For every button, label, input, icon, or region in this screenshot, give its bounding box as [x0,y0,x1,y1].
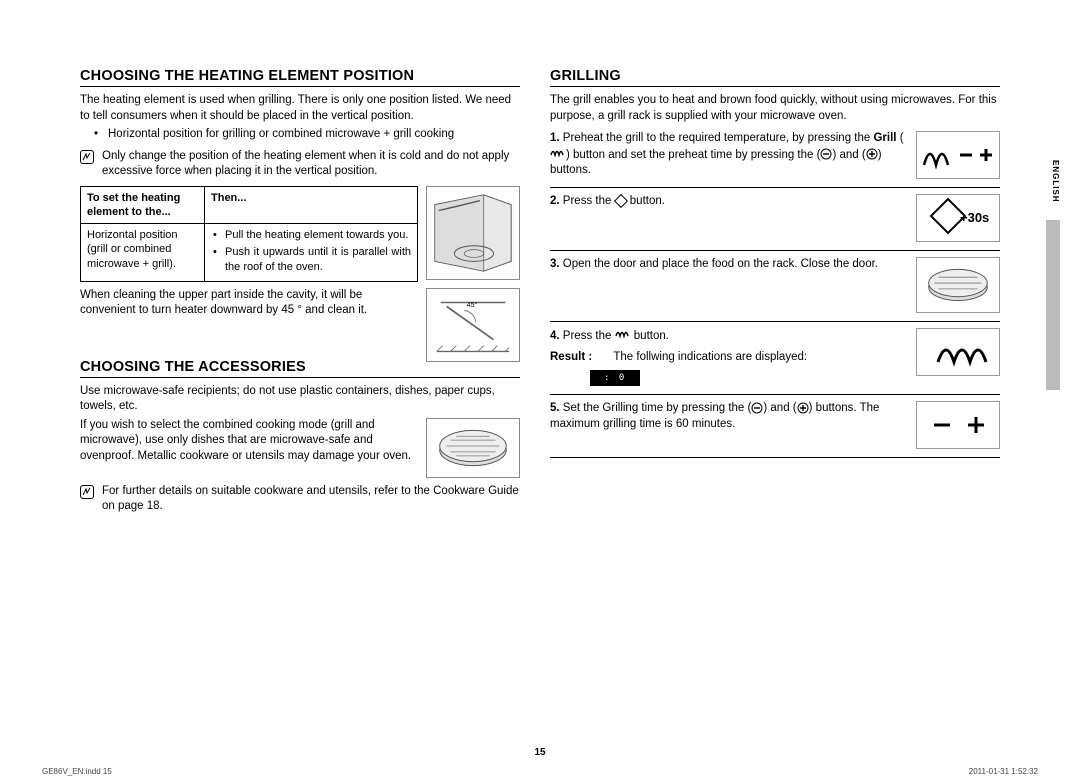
minus-icon [751,402,763,414]
step-1-text: 1. Preheat the grill to the required tem… [550,131,906,179]
table-header-row: To set the heating element to the... The… [81,187,417,225]
start-diamond-icon [614,194,628,208]
grilling-intro: The grill enables you to heat and brown … [550,93,1000,124]
footer-timestamp: 2011-01-31 1:52:32 [969,767,1038,776]
plus-icon [797,402,809,414]
heading-heating-element: CHOOSING THE HEATING ELEMENT POSITION [80,68,520,87]
step-2: 2. Press the button. +30s [550,187,1000,250]
grill-rack-illustration [426,418,520,478]
page-number: 15 [0,747,1080,758]
heating-table: To set the heating element to the... The… [80,186,418,282]
note-heating: Only change the position of the heating … [80,149,520,180]
result-text: The follwing indications are displayed: [613,351,807,363]
table-cell-position: Horizontal position (grill or combined m… [81,224,205,281]
step-4-text: 4. Press the button. Result : The follwi… [550,328,906,386]
step-5-text: 5. Set the Grilling time by pressing the… [550,401,906,449]
table-header-2: Then... [205,187,417,224]
side-tab-bar [1046,220,1060,390]
table-header-1: To set the heating element to the... [81,187,205,224]
angle-45-label: 45° [467,302,478,309]
table-cell-then: Pull the heating element towards you. Pu… [205,224,417,281]
right-column: GRILLING The grill enables you to heat a… [550,68,1000,728]
step-4-illustration [916,328,1000,376]
heading-accessories: CHOOSING THE ACCESSORIES [80,359,520,378]
note-icon [80,150,94,164]
position-bullet: Horizontal position for grilling or comb… [108,127,520,143]
step-2-text: 2. Press the button. [550,194,906,242]
section-heating-element: CHOOSING THE HEATING ELEMENT POSITION Th… [80,68,520,319]
left-column: CHOOSING THE HEATING ELEMENT POSITION Th… [80,68,520,728]
note-accessories: For further details on suitable cookware… [80,484,520,515]
then-bullet-1: Pull the heating element towards you. [225,228,411,243]
result-label: Result : [550,351,592,363]
then-bullet-2: Push it upwards until it is parallel wit… [225,245,411,275]
heater-45deg-illustration: 45° [426,288,520,362]
bottom-rule [550,457,1000,458]
step-3-text: 3. Open the door and place the food on t… [550,257,906,313]
step-3: 3. Open the door and place the food on t… [550,250,1000,321]
cleaning-text: When cleaning the upper part inside the … [80,288,418,319]
step-1-illustration [916,131,1000,179]
step-1: 1. Preheat the grill to the required tem… [550,127,1000,187]
note-icon [80,485,94,499]
grill-wave-icon [615,328,631,344]
grill-wave-icon [550,147,566,163]
step-4: 4. Press the button. Result : The follwi… [550,321,1000,394]
position-list: Horizontal position for grilling or comb… [80,127,520,143]
intro-text: The heating element is used when grillin… [80,93,520,124]
minus-icon [820,148,832,160]
step-5: 5. Set the Grilling time by pressing the… [550,394,1000,457]
step-5-illustration [916,401,1000,449]
display-readout: : 0 [590,370,640,386]
section-accessories: CHOOSING THE ACCESSORIES Use microwave-s… [80,359,520,515]
svg-text:+30s: +30s [960,210,989,225]
accessories-p1: Use microwave-safe recipients; do not us… [80,384,520,415]
table-row: Horizontal position (grill or combined m… [81,224,417,281]
table-wrap: To set the heating element to the... The… [80,186,520,319]
heading-grilling: GRILLING [550,68,1000,87]
step-2-illustration: +30s [916,194,1000,242]
footer-filename: GE86V_EN.indd 15 [42,767,112,776]
step-3-illustration [916,257,1000,313]
manual-page: CHOOSING THE HEATING ELEMENT POSITION Th… [80,68,1000,728]
language-tab: ENGLISH [1051,160,1060,203]
accessories-block: If you wish to select the combined cooki… [80,418,520,478]
plus-icon [866,148,878,160]
oven-cavity-illustration [426,186,520,280]
